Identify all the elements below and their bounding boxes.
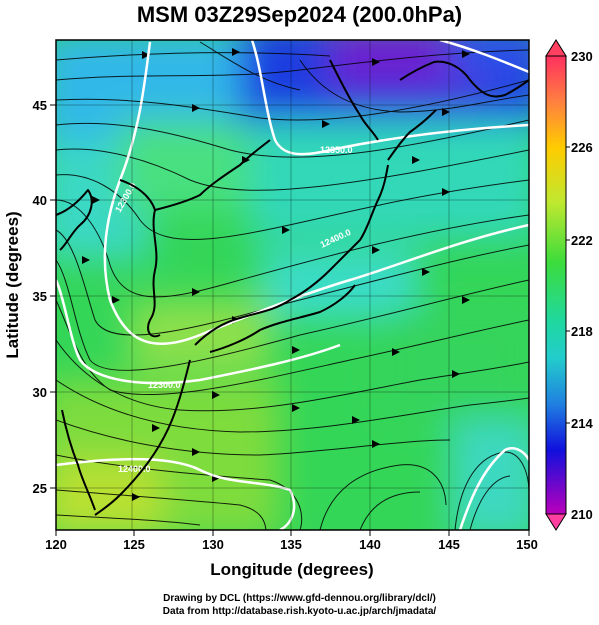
colorbar-top-triangle [545,39,567,57]
colorbar-label: 222 [571,233,593,248]
y-tick-label: 45 [33,98,47,113]
x-tick-label: 145 [438,537,460,552]
colorbar-bottom-triangle [545,513,567,531]
y-tick-label: 25 [33,481,47,496]
x-tick-label: 140 [359,537,381,552]
x-tick-label: 150 [516,537,538,552]
colorbar: 230 226 222 218 214 210 [545,39,593,531]
y-axis-title: Latitude (degrees) [3,211,22,358]
wind-streamlines [56,41,529,530]
x-tick-label: 125 [123,537,145,552]
map-title: MSM 03Z29Sep2024 (200.0hPa) [136,2,463,27]
colorbar-label: 226 [571,140,593,155]
height-contours [56,40,529,530]
x-tick-label: 135 [280,537,302,552]
colorbar-label: 230 [571,49,593,64]
y-tick-labels: 25 30 35 40 45 [33,98,47,496]
axis-ticks [50,104,530,536]
x-axis-title: Longitude (degrees) [210,560,373,579]
coastlines [56,59,529,516]
y-tick-label: 35 [33,289,47,304]
colorbar-label: 214 [571,416,593,431]
contour-label: 12300.0 [148,380,181,390]
temperature-field: 12300.0 12300.0 12350.0 12400.0 12400.0 [56,40,529,530]
colorbar-label: 210 [571,507,593,522]
x-tick-label: 120 [45,537,67,552]
footer-credit-drawing: Drawing by DCL (https://www.gfd-dennou.o… [163,593,436,604]
x-tick-label: 130 [202,537,224,552]
footer-credit-data: Data from http://database.rish.kyoto-u.a… [162,606,437,617]
contour-label: 12350.0 [320,145,353,155]
y-tick-label: 30 [33,385,47,400]
y-tick-label: 40 [33,193,47,208]
map-grid [56,40,529,530]
colorbar-label: 218 [571,324,593,339]
x-tick-labels: 120 125 130 135 140 145 150 [45,537,538,552]
plot-frame [55,39,530,531]
contour-label: 12400.0 [118,464,151,474]
colorbar-gradient [545,55,567,515]
wind-arrowheads [82,48,470,501]
